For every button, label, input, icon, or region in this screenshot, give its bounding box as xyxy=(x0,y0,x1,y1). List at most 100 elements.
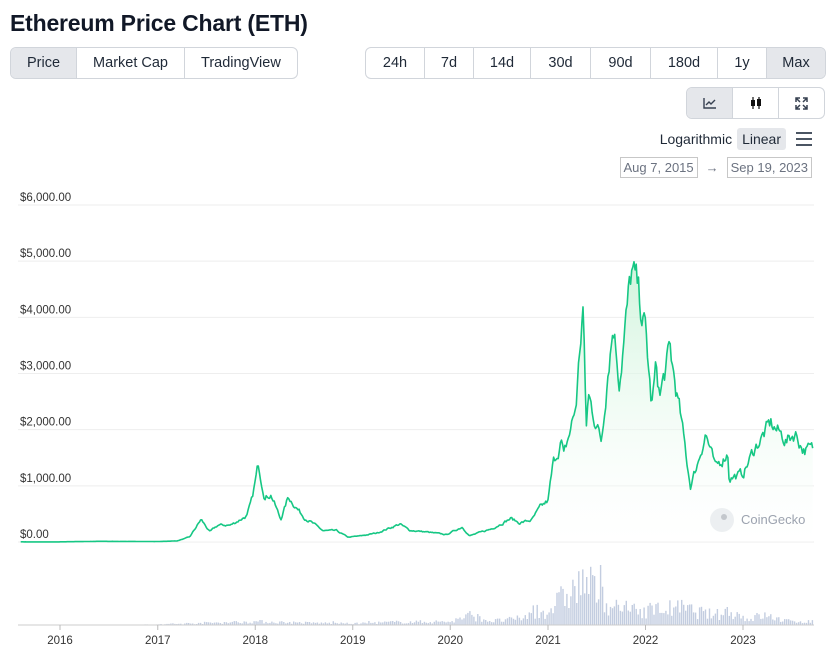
volume-bar xyxy=(348,623,350,625)
volume-bar xyxy=(415,620,418,625)
hamburger-menu-icon[interactable] xyxy=(796,132,812,146)
volume-bar xyxy=(346,622,348,625)
volume-bar xyxy=(453,622,455,625)
volume-bar xyxy=(566,593,568,625)
volume-bar xyxy=(675,606,677,625)
volume-bar xyxy=(657,602,659,625)
x-tick-label: 2019 xyxy=(340,635,366,647)
coingecko-watermark: CoinGecko xyxy=(710,508,805,532)
volume-bar xyxy=(522,618,525,625)
volume-bar xyxy=(524,615,526,625)
candlestick-button[interactable] xyxy=(733,88,779,118)
volume-bar xyxy=(760,618,762,625)
volume-bar xyxy=(700,606,703,625)
linear-option[interactable]: Linear xyxy=(737,128,786,150)
volume-bar xyxy=(619,610,622,625)
volume-bar xyxy=(791,620,794,625)
volume-bar xyxy=(413,622,416,625)
volume-bar xyxy=(312,622,315,625)
volume-bar xyxy=(633,603,635,625)
volume-bar xyxy=(520,620,523,625)
volume-bar xyxy=(407,623,410,625)
volume-bar xyxy=(378,621,380,625)
volume-bar xyxy=(774,620,776,625)
volume-bar xyxy=(395,620,398,625)
volume-bar xyxy=(665,610,667,625)
volume-bar xyxy=(568,608,570,625)
arrow-right-icon: → xyxy=(705,160,719,175)
volume-bar xyxy=(671,615,673,625)
volume-bar xyxy=(809,622,812,625)
expand-button[interactable] xyxy=(779,88,824,118)
volume-bar xyxy=(740,618,742,625)
volume-bar xyxy=(764,612,766,625)
tab-tradingview[interactable]: TradingView xyxy=(201,55,281,71)
volume-bar xyxy=(275,623,277,625)
volume-bar xyxy=(417,621,420,625)
volume-bar xyxy=(702,611,705,625)
volume-bar xyxy=(287,622,289,625)
volume-bar xyxy=(489,621,491,625)
volume-bar xyxy=(291,623,293,625)
volume-bar xyxy=(694,612,697,625)
volume-bar xyxy=(471,614,473,625)
volume-bar xyxy=(805,622,808,625)
volume-bar xyxy=(304,621,307,625)
line-chart-button[interactable] xyxy=(687,88,733,118)
volume-bar xyxy=(592,575,594,625)
volume-bar xyxy=(443,621,445,625)
volume-bar xyxy=(776,617,778,625)
volume-bar xyxy=(215,622,218,625)
volume-bar xyxy=(546,614,548,625)
range-14d-button[interactable]: 14d xyxy=(474,48,531,78)
range-180d-button[interactable]: 180d xyxy=(651,48,718,78)
range-24h-button[interactable]: 24h xyxy=(366,48,425,78)
volume-bar xyxy=(314,622,317,625)
volume-bar xyxy=(683,604,685,625)
chart-view-tabs xyxy=(686,87,825,119)
volume-bar xyxy=(186,622,188,625)
volume-bar xyxy=(277,623,279,625)
range-90d-button[interactable]: 90d xyxy=(591,48,651,78)
volume-bar xyxy=(399,622,402,625)
y-axis-labels: $0.00 $1,000.00 $2,000.00 $3,000.00 $4,000.0… xyxy=(20,192,71,541)
volume-bar xyxy=(249,622,251,625)
tab-market-cap[interactable]: Market Cap xyxy=(77,48,185,78)
volume-bar xyxy=(570,596,572,625)
volume-bar xyxy=(380,622,382,625)
volume-bar xyxy=(540,612,542,625)
volume-bar xyxy=(481,621,483,625)
volume-bar xyxy=(332,621,334,625)
volume-bar xyxy=(229,622,231,625)
volume-bars xyxy=(21,565,814,625)
volume-bar xyxy=(178,623,180,625)
volume-bar xyxy=(706,618,709,625)
volume-bar xyxy=(510,617,513,625)
x-tick-label: 2016 xyxy=(47,635,73,647)
volume-bar xyxy=(526,619,528,625)
volume-bar xyxy=(225,622,228,625)
date-from-input[interactable]: Aug 7, 2015 xyxy=(619,157,698,178)
logarithmic-option[interactable]: Logarithmic xyxy=(659,131,733,147)
range-1y-button[interactable]: 1y xyxy=(718,48,767,78)
date-to-input[interactable]: Sep 19, 2023 xyxy=(726,157,812,178)
range-7d-button[interactable]: 7d xyxy=(425,48,474,78)
volume-bar xyxy=(316,622,319,625)
volume-bar xyxy=(457,618,459,625)
volume-bar xyxy=(429,622,431,625)
volume-bar xyxy=(421,623,424,625)
volume-bar xyxy=(322,623,325,625)
y-tick-label: $0.00 xyxy=(20,529,49,541)
volume-bar xyxy=(498,618,501,625)
volume-bar xyxy=(259,620,261,625)
volume-bar xyxy=(350,623,352,625)
range-max-button[interactable]: Max xyxy=(767,48,825,78)
range-30d-button[interactable]: 30d xyxy=(531,48,591,78)
volume-bar xyxy=(778,617,780,625)
volume-bar xyxy=(298,622,301,625)
volume-bar xyxy=(744,621,746,625)
volume-bar xyxy=(734,616,736,625)
tab-price[interactable]: Price xyxy=(11,48,78,78)
volume-bar xyxy=(265,621,267,625)
